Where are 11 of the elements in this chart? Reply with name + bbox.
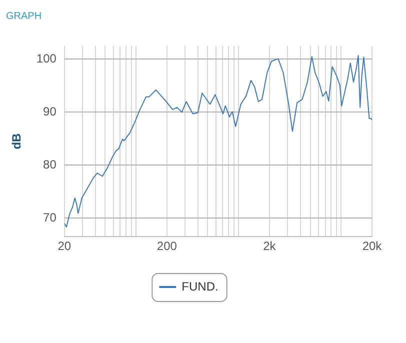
x-tick-label: 20 [58, 239, 72, 254]
y-tick-label: 100 [36, 52, 57, 66]
x-tick-label: 20k [362, 239, 383, 254]
y-tick-label: 90 [43, 104, 57, 118]
chart-title: GRAPH [6, 10, 42, 22]
legend-label: FUND. [182, 279, 218, 294]
y-axis-title: dB [10, 132, 24, 150]
x-tick-label: 200 [156, 239, 178, 254]
y-tick-label: 70 [43, 210, 57, 224]
y-tick-label: 80 [43, 157, 57, 172]
x-tick-label: 2k [263, 239, 277, 254]
